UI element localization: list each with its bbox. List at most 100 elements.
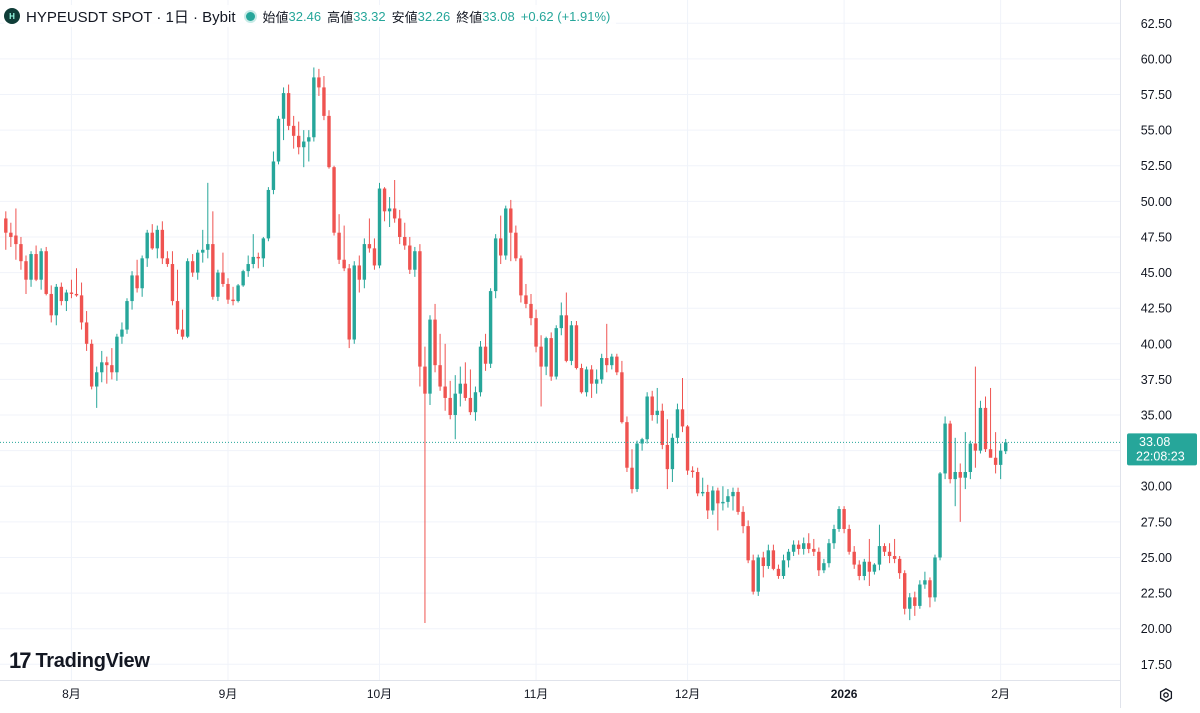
candle-body bbox=[746, 526, 750, 561]
candle-body bbox=[74, 293, 79, 296]
low-label: 安値 bbox=[391, 9, 418, 25]
candle-body bbox=[948, 423, 952, 480]
candle-body bbox=[877, 546, 882, 565]
candle-body bbox=[973, 443, 978, 451]
candle-body bbox=[438, 365, 442, 387]
price-badge bbox=[1127, 433, 1197, 466]
candle-body bbox=[95, 372, 99, 387]
candle-body bbox=[579, 368, 584, 393]
candle-body bbox=[448, 397, 452, 416]
candle-body bbox=[428, 319, 432, 394]
candle-body bbox=[509, 208, 513, 233]
candle-body bbox=[584, 369, 589, 393]
symbol-title[interactable]: HYPEUSDT SPOT · 1日 · Bybit bbox=[26, 8, 236, 26]
candle-body bbox=[529, 303, 533, 319]
candle-body bbox=[549, 338, 553, 377]
x-tick-label: 2026 bbox=[831, 687, 858, 701]
candle-body bbox=[857, 564, 861, 576]
candle-body bbox=[206, 244, 210, 250]
candle-body bbox=[150, 232, 154, 249]
candle-body bbox=[130, 275, 134, 302]
x-tick-label: 9月 bbox=[219, 687, 238, 701]
open-label: 始値 bbox=[262, 9, 289, 25]
candle-body bbox=[645, 396, 649, 440]
candle-body bbox=[908, 597, 912, 609]
candle-body bbox=[291, 125, 296, 136]
candle-body bbox=[246, 264, 250, 272]
candle-body bbox=[302, 141, 306, 148]
candle-body bbox=[594, 379, 599, 384]
candle-body bbox=[751, 560, 755, 592]
candle-body bbox=[958, 472, 962, 478]
candle-body bbox=[190, 261, 195, 273]
candle-body bbox=[756, 557, 760, 592]
candle-body bbox=[403, 236, 407, 246]
y-tick-label: 20.00 bbox=[1141, 622, 1172, 636]
candle-body bbox=[327, 115, 331, 168]
candle-body bbox=[605, 358, 609, 366]
x-tick-label: 10月 bbox=[367, 687, 392, 701]
candle-body bbox=[499, 238, 503, 256]
candle-body bbox=[382, 188, 387, 212]
candle-body bbox=[847, 528, 851, 552]
candle-body bbox=[620, 372, 624, 423]
gear-icon[interactable] bbox=[1158, 687, 1174, 703]
candle-body bbox=[802, 543, 806, 549]
candle-body bbox=[741, 511, 745, 527]
candle-body bbox=[650, 396, 654, 416]
candle-body bbox=[488, 291, 493, 364]
close-label: 終値 bbox=[456, 9, 483, 25]
candle-body bbox=[761, 557, 765, 567]
candle-body bbox=[14, 235, 18, 245]
candle-body bbox=[423, 366, 427, 394]
symbol-logo-icon: H bbox=[4, 8, 20, 24]
candle-body bbox=[837, 509, 841, 529]
candle-body bbox=[408, 245, 412, 270]
candle-body bbox=[615, 356, 619, 373]
candle-body bbox=[286, 93, 291, 126]
y-tick-label: 37.50 bbox=[1141, 373, 1172, 387]
candle-body bbox=[807, 543, 811, 549]
candle-body bbox=[317, 77, 321, 88]
candle-body bbox=[726, 496, 730, 502]
candle-body bbox=[963, 472, 967, 478]
candle-body bbox=[49, 293, 53, 316]
candle-body bbox=[812, 548, 816, 552]
candle-body bbox=[822, 563, 826, 571]
candle-body bbox=[69, 292, 74, 294]
candle-body bbox=[347, 268, 351, 340]
candle-body bbox=[39, 251, 43, 280]
candle-body bbox=[175, 301, 180, 330]
y-tick-label: 22.50 bbox=[1141, 587, 1172, 601]
candle-body bbox=[473, 392, 478, 413]
candle-body bbox=[493, 238, 498, 292]
y-tick-label: 45.00 bbox=[1141, 266, 1172, 280]
candle-body bbox=[690, 470, 695, 472]
candle-body bbox=[418, 251, 422, 367]
candle-body bbox=[685, 426, 690, 471]
candle-body bbox=[196, 252, 200, 273]
candle-body bbox=[771, 550, 776, 569]
candle-body bbox=[796, 544, 801, 549]
candle-body bbox=[923, 580, 927, 585]
candle-body bbox=[312, 77, 316, 138]
candle-body bbox=[539, 346, 543, 367]
candle-body bbox=[201, 249, 205, 253]
candle-body bbox=[983, 407, 988, 450]
candle-body bbox=[100, 362, 104, 373]
candle-body bbox=[943, 423, 947, 474]
tradingview-logo[interactable]: 17 TradingView bbox=[9, 648, 150, 674]
candle-body bbox=[842, 509, 846, 529]
candle-body bbox=[165, 258, 170, 265]
candle-body bbox=[322, 87, 326, 116]
candle-body bbox=[216, 272, 220, 297]
candle-body bbox=[185, 261, 190, 337]
candle-body bbox=[24, 261, 28, 280]
candle-body bbox=[625, 422, 629, 468]
y-tick-label: 62.50 bbox=[1141, 17, 1172, 31]
candle-body bbox=[135, 275, 139, 289]
candle-body bbox=[706, 491, 710, 511]
candle-body bbox=[1004, 442, 1008, 452]
